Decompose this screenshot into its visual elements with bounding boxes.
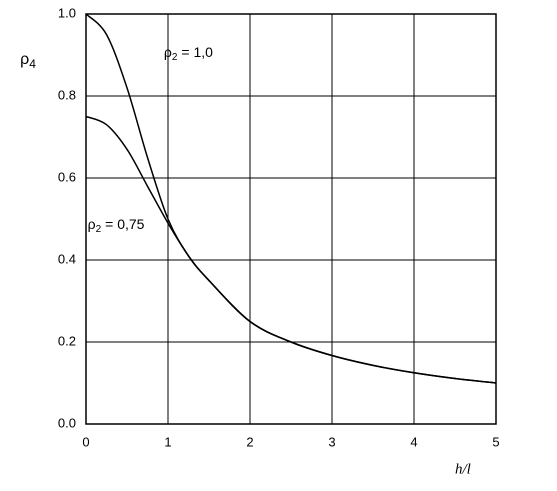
y-tick-label: 0.0 (58, 415, 76, 430)
y-axis-label: ρ4 (20, 51, 36, 71)
y-axis-label-sub: 4 (29, 57, 36, 71)
annotation-text: = 0,75 (105, 216, 145, 232)
x-tick-label: 5 (492, 434, 499, 449)
annotation-sub: 2 (96, 224, 102, 235)
x-tick-label: 2 (246, 434, 253, 449)
x-tick-label: 0 (82, 434, 89, 449)
curve-annotation: ρ2 = 0,75 (88, 216, 145, 235)
x-tick-label: 1 (164, 434, 171, 449)
y-tick-label: 0.4 (58, 251, 76, 266)
y-tick-label: 0.8 (58, 87, 76, 102)
x-tick-label: 4 (410, 434, 417, 449)
annotation-text: = 1,0 (181, 44, 213, 60)
y-axis-label-base: ρ (20, 51, 29, 68)
annotation-symbol: ρ (88, 216, 96, 232)
annotation-symbol: ρ (164, 44, 172, 60)
curve (85, 115, 497, 384)
y-tick-label: 0.6 (58, 169, 76, 184)
x-axis-label: h/l (455, 461, 471, 477)
y-tick-label: 1.0 (58, 5, 76, 20)
plot-frame (85, 13, 497, 425)
curve-annotation: ρ2 = 1,0 (164, 44, 213, 63)
y-tick-label: 0.2 (58, 333, 76, 348)
curve (85, 13, 497, 384)
x-tick-label: 3 (328, 434, 335, 449)
annotation-sub: 2 (172, 52, 178, 63)
